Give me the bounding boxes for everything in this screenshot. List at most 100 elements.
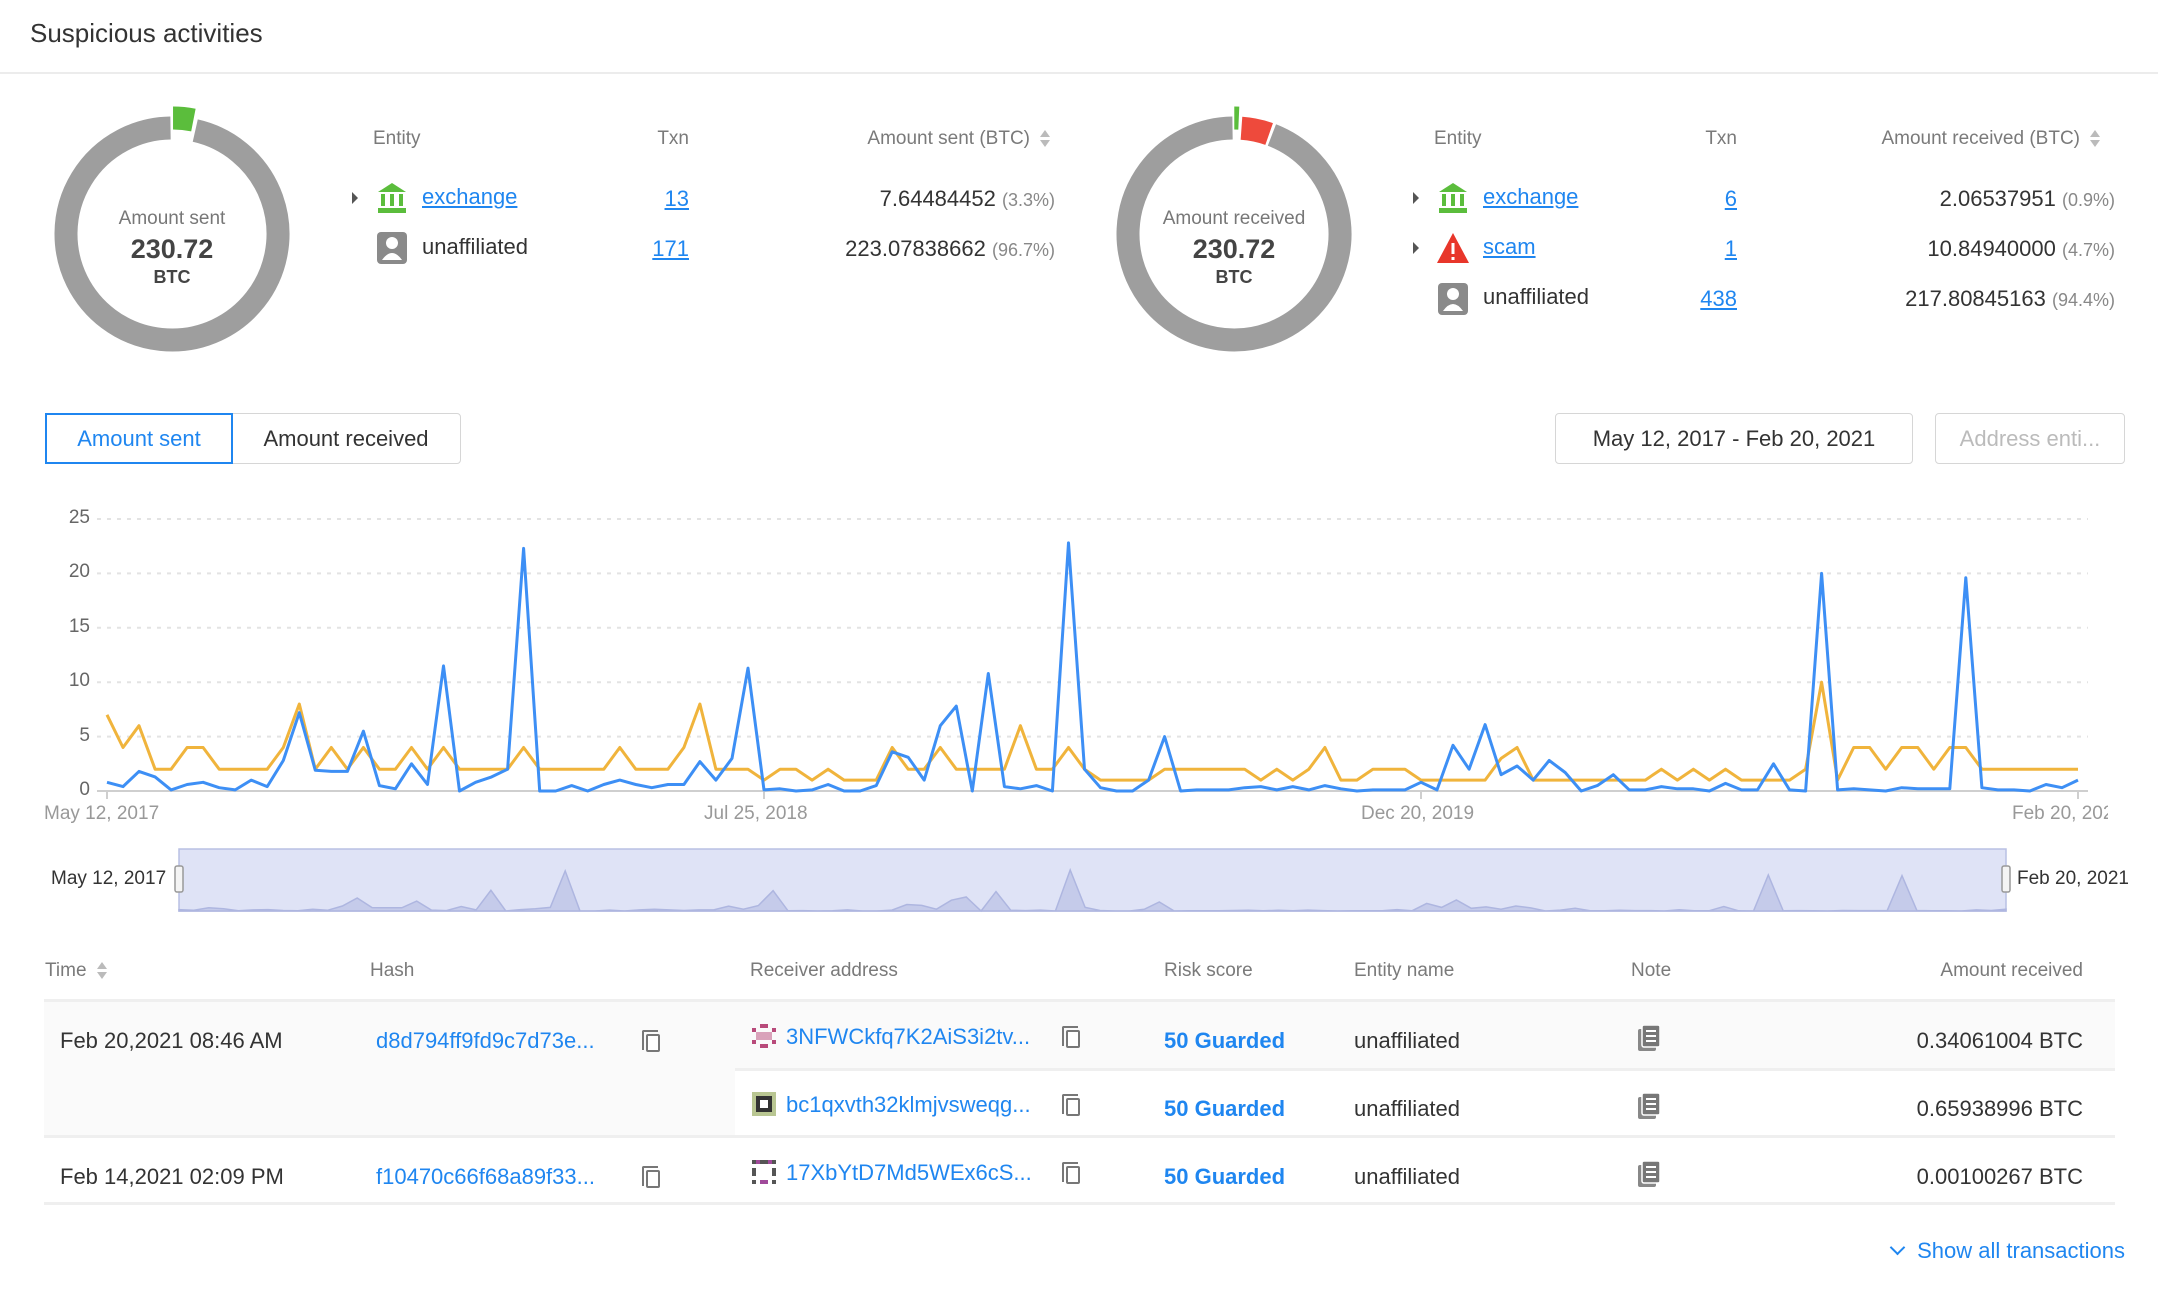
tx-hash-link[interactable]: d8d794ff9fd9c7d73e... <box>376 1028 595 1053</box>
address-identicon-icon <box>752 1092 776 1116</box>
column-header-amount-sent[interactable]: Amount sent (BTC) <box>750 128 1050 150</box>
show-all-transactions-link[interactable]: Show all transactions <box>1860 1238 2125 1264</box>
amount-cell: 2.06537951 (0.9%) <box>1780 186 2115 212</box>
amount-received: 0.00100267 BTC <box>1916 1164 2083 1189</box>
sort-icon[interactable] <box>1040 129 1050 149</box>
range-navigator[interactable] <box>170 846 2015 914</box>
entity-link-exchange[interactable]: exchange <box>1483 184 1579 209</box>
donut-unit: BTC <box>1215 267 1253 287</box>
copy-icon[interactable] <box>642 1166 660 1188</box>
txn-count-link[interactable]: 13 <box>664 186 689 211</box>
person-icon <box>377 232 407 264</box>
navigator-end-label: Feb 20, 2021 <box>2017 868 2129 889</box>
expand-caret-icon[interactable] <box>1413 192 1419 204</box>
entity-name: unaffiliated <box>1354 1028 1461 1053</box>
table-row-hover-bg <box>735 1002 2115 1068</box>
donut-segment[interactable] <box>54 116 290 352</box>
txn-count-link[interactable]: 438 <box>1700 286 1737 311</box>
donut-total: 230.72 <box>130 234 214 264</box>
column-header-note: Note <box>1631 960 1672 981</box>
donut-segment[interactable] <box>1240 116 1273 145</box>
column-header-amount: Amount received <box>1940 960 2083 981</box>
tx-time: Feb 14,2021 02:09 PM <box>60 1164 284 1189</box>
row-divider <box>44 1135 2115 1138</box>
copy-icon[interactable] <box>1062 1026 1080 1048</box>
entity-name: unaffiliated <box>1354 1164 1461 1189</box>
person-icon <box>1438 283 1468 315</box>
amount-sent-donut <box>54 106 290 352</box>
donut-segment[interactable] <box>1116 116 1352 352</box>
amount-value: 223.07838662 <box>845 236 986 261</box>
column-header-entity: Entity <box>373 128 421 149</box>
y-tick-label: 25 <box>68 507 90 528</box>
entity-link-scam[interactable]: scam <box>1483 234 1536 259</box>
txn-count-link[interactable]: 6 <box>1724 186 1737 211</box>
entity-name: unaffiliated <box>422 234 529 259</box>
series-line-amount-sent <box>106 541 2079 793</box>
receiver-address-link[interactable]: 3NFWCkfq7K2AiS3i2tv... <box>786 1024 1031 1049</box>
amount-value: 10.84940000 <box>1927 236 2056 261</box>
column-header-time[interactable]: Time <box>45 960 107 982</box>
amount-value: 7.64484452 <box>879 186 996 211</box>
amount-value: 217.80845163 <box>1905 286 2046 311</box>
note-icon[interactable] <box>1638 1093 1660 1119</box>
address-entity-filter[interactable]: Address enti... <box>1935 413 2125 464</box>
date-range-picker[interactable]: May 12, 2017 - Feb 20, 2021 <box>1555 413 1913 464</box>
y-tick-label: 0 <box>79 779 90 800</box>
navigator-handle[interactable] <box>2001 865 2011 893</box>
chevron-down-icon <box>1889 1239 1906 1256</box>
amount-sent-donut-label: Amount sent 230.72 BTC <box>42 208 302 288</box>
x-tick-label: Feb 20, 2021 <box>2012 803 2108 824</box>
receiver-address-link[interactable]: bc1qxvth32klmjvsweqg... <box>786 1092 1031 1117</box>
amount-received: 0.65938996 BTC <box>1916 1096 2083 1121</box>
note-icon[interactable] <box>1638 1025 1660 1051</box>
sort-icon[interactable] <box>2090 129 2100 149</box>
copy-icon[interactable] <box>1062 1094 1080 1116</box>
amount-cell: 7.64484452 (3.3%) <box>750 186 1055 212</box>
y-tick-label: 5 <box>79 725 90 746</box>
copy-icon[interactable] <box>1062 1162 1080 1184</box>
tx-hash-link[interactable]: f10470c66f68a89f33... <box>376 1164 595 1189</box>
txn-count-link[interactable]: 171 <box>652 236 689 261</box>
entity-link-exchange[interactable]: exchange <box>422 184 518 209</box>
sort-icon[interactable] <box>96 961 107 981</box>
risk-score-link[interactable]: 50 Guarded <box>1164 1164 1286 1189</box>
time-series-chart <box>97 518 2088 799</box>
column-header-amount-received[interactable]: Amount received (BTC) <box>1780 128 2100 150</box>
header-divider <box>44 999 2115 1002</box>
copy-icon[interactable] <box>642 1030 660 1052</box>
amount-percent: (4.7%) <box>2061 240 2115 260</box>
column-header-label: Amount received (BTC) <box>1881 128 2080 149</box>
tx-time: Feb 20,2021 08:46 AM <box>60 1028 283 1053</box>
x-tick-label: May 12, 2017 <box>44 803 160 824</box>
note-icon[interactable] <box>1638 1161 1660 1187</box>
navigator-handle[interactable] <box>174 865 184 893</box>
entity-name: unaffiliated <box>1483 284 1590 309</box>
amount-percent: (96.7%) <box>991 240 1055 260</box>
bank-icon <box>1439 183 1467 213</box>
risk-score-link[interactable]: 50 Guarded <box>1164 1028 1286 1053</box>
receiver-address-link[interactable]: 17XbYtD7Md5WEx6cS... <box>786 1160 1032 1185</box>
donut-caption: Amount sent <box>118 208 226 229</box>
page-title: Suspicious activities <box>30 18 263 48</box>
txn-count-link[interactable]: 1 <box>1724 236 1737 261</box>
amount-percent: (3.3%) <box>1001 190 1055 210</box>
tab-amount-received[interactable]: Amount received <box>231 413 461 464</box>
expand-caret-icon[interactable] <box>352 192 358 204</box>
navigator-series-area <box>178 867 2007 913</box>
donut-segment[interactable] <box>172 106 196 132</box>
amount-received-donut-label: Amount received 230.72 BTC <box>1104 208 1364 288</box>
address-identicon-icon <box>752 1160 776 1184</box>
amount-cell: 217.80845163 (94.4%) <box>1780 286 2115 312</box>
navigator-start-label: May 12, 2017 <box>51 868 167 889</box>
column-header-receiver: Receiver address <box>750 960 898 981</box>
tab-amount-sent[interactable]: Amount sent <box>45 413 233 464</box>
entity-name: unaffiliated <box>1354 1096 1461 1121</box>
header-divider <box>0 72 2158 74</box>
expand-caret-icon[interactable] <box>1413 242 1419 254</box>
navigator-selection[interactable] <box>178 848 2007 912</box>
amount-received: 0.34061004 BTC <box>1916 1028 2083 1053</box>
row-divider <box>735 1068 2115 1071</box>
column-header-entity: Entity <box>1434 128 1482 149</box>
risk-score-link[interactable]: 50 Guarded <box>1164 1096 1286 1121</box>
